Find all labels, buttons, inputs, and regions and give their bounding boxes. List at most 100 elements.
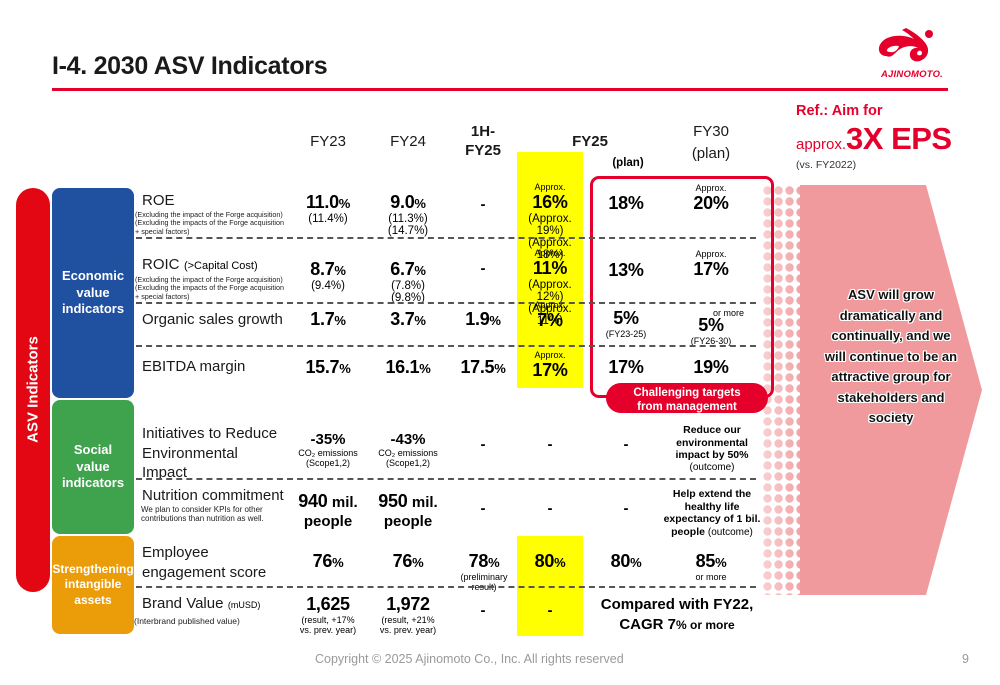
- cell-nutrition-fy30-line3: expectancy of 1 bil.: [663, 513, 761, 526]
- cell-brand-fy24-note2: vs. prev. year): [379, 625, 437, 635]
- cell-engagement-fy30: 85% or more: [668, 551, 754, 582]
- cell-roic-fy24-paren2: (9.8%): [391, 292, 425, 304]
- cell-roic-1h-fy25: -: [480, 260, 486, 277]
- cell-roic-fy23-paren1: (9.4%): [311, 280, 345, 292]
- cell-organic-fy23-value: 1.7: [310, 309, 335, 329]
- cell-engagement-fy24-unit: %: [412, 555, 424, 570]
- cell-organic-fy30-value: 5%: [698, 315, 724, 335]
- cell-environment-fy30-line1: Reduce our: [683, 424, 741, 436]
- cell-roic-fy30-value: 17%: [693, 259, 729, 279]
- category-economic-line3: indicators: [61, 301, 125, 317]
- asv-indicators-label: ASV Indicators: [24, 336, 42, 443]
- cell-brand-fy24-value: 1,972: [386, 594, 430, 614]
- cell-environment-fy30-line4: (outcome): [689, 461, 735, 473]
- cell-organic-1h-fy25-unit: %: [489, 313, 501, 328]
- cell-environment-fy30: Reduce our environmental impact by 50% (…: [660, 424, 764, 474]
- cell-roe-fy23: 11.0% (11.4%): [290, 192, 366, 225]
- challenging-badge-line2: from management: [637, 401, 737, 414]
- row-label-engagement: Employee engagement score: [142, 543, 266, 582]
- cell-organic-fy30: or more 5% (FY26-30): [668, 308, 754, 346]
- row-label-engagement-line1: Employee: [142, 544, 209, 561]
- cell-organic-fy25-value: 7%: [537, 310, 563, 330]
- cell-organic-fy23: 1.7%: [290, 309, 366, 330]
- cell-environment-1h-fy25: -: [480, 436, 486, 453]
- cell-environment-fy23-value: -35%: [310, 431, 346, 448]
- row-note-roe-line2: (Excluding the impacts of the Forge acqu…: [135, 218, 285, 228]
- cell-ebitda-1h-fy25-value: 17.5: [460, 357, 495, 377]
- row-note-roic: (Excluding the impact of the Forge acqui…: [135, 275, 315, 301]
- cell-engagement-fy24-value: 76: [392, 551, 413, 571]
- cell-environment-fy24-value: -43%: [390, 431, 426, 448]
- row-note-nutrition-line1: We plan to consider KPIs for other: [141, 505, 263, 514]
- cell-engagement-fy24: 76%: [370, 551, 446, 572]
- cell-roic-fy23-unit: %: [334, 263, 346, 278]
- row-label-brand-value: Brand Value (mUSD): [142, 595, 260, 613]
- cell-brand-plan-cagr-value: 7: [667, 616, 676, 634]
- cell-brand-fy25-forecast: -: [547, 602, 553, 619]
- col-header-fy25-plan: (plan): [612, 157, 644, 169]
- cell-brand-plan: Compared with FY22, CAGR 7% or more: [588, 595, 766, 636]
- cell-ebitda-fy23-value: 15.7: [305, 357, 340, 377]
- cell-roic-fy25-paren1: (Approx. 12%): [528, 279, 572, 303]
- ref-eps-value: approx.3X EPS: [796, 121, 996, 157]
- cell-roe-fy25-paren1: (Approx. 19%): [528, 213, 572, 237]
- col-header-1h-fy25-line2: FY25: [465, 142, 501, 159]
- category-intangible-assets: Strengthening intangible assets: [52, 536, 134, 634]
- cell-organic-fy24-value: 3.7: [390, 309, 415, 329]
- col-header-fy25: FY25: [572, 133, 608, 150]
- cell-nutrition-fy23-value: 940: [298, 491, 328, 511]
- cell-engagement-fy23: 76%: [290, 551, 366, 572]
- cell-nutrition-fy30-line1: Help extend the: [672, 488, 752, 500]
- asv-growth-arrow: [800, 185, 982, 595]
- title-underline: [52, 88, 948, 91]
- arrow-message-line6: stakeholders and: [837, 389, 945, 405]
- cell-roic-fy25-paren2: (Approx. 11%): [528, 303, 572, 327]
- ajinomoto-aj-mark: [878, 28, 933, 62]
- ref-eps-block: Ref.: Aim for approx.3X EPS (vs. FY2022): [796, 103, 996, 171]
- cell-nutrition-fy23-people: people: [303, 513, 353, 530]
- cell-ebitda-1h-fy25-unit: %: [494, 361, 506, 376]
- row-note-roe: (Excluding the impact of the Forge acqui…: [135, 210, 315, 236]
- cell-engagement-1h-fy25-unit: %: [488, 555, 500, 570]
- cell-organic-fy24: 3.7%: [370, 309, 446, 330]
- cell-ebitda-fy23-unit: %: [339, 361, 351, 376]
- cell-organic-fy24-unit: %: [414, 313, 426, 328]
- logo-wordmark: AJINOMOTO.: [881, 69, 943, 80]
- category-social-line2: value: [76, 458, 110, 474]
- row-sep-environment: [136, 478, 756, 480]
- cell-brand-fy23-note2: vs. prev. year): [299, 625, 357, 635]
- cell-roe-fy23-unit: %: [338, 196, 351, 211]
- cell-engagement-fy30-value: 85: [695, 551, 716, 571]
- cell-ebitda-fy25-approx: Approx.: [534, 350, 566, 360]
- cell-ebitda-fy25-forecast: Approx. 17%: [517, 350, 583, 381]
- row-label-roic: ROIC (>Capital Cost): [142, 256, 258, 274]
- cell-environment-fy24: -43% CO₂ emissions (Scope1,2): [368, 431, 448, 468]
- challenging-badge-line1: Challenging targets: [633, 387, 741, 399]
- category-intangible-line1: Strengthening: [52, 561, 134, 576]
- row-note-roic-line1: (Excluding the impact of the Forge acqui…: [135, 275, 283, 284]
- cell-roe-fy30: Approx. 20%: [668, 183, 754, 214]
- cell-nutrition-fy23: 940 mil. people: [288, 490, 368, 532]
- asv-indicators-rail: ASV Indicators: [16, 188, 50, 592]
- cell-brand-fy23-value: 1,625: [306, 594, 350, 614]
- row-note-nutrition: We plan to consider KPIs for other contr…: [141, 505, 311, 524]
- cell-roic-fy24-value: 6.7: [390, 259, 415, 279]
- cell-nutrition-fy30-line2: healthy life: [684, 500, 740, 513]
- cell-brand-plan-cagr-label: CAGR: [619, 616, 664, 634]
- challenging-targets-badge: Challenging targets from management: [606, 383, 768, 413]
- arrow-message-line2: dramatically and: [839, 307, 943, 323]
- cell-organic-fy30-note: (FY26-30): [690, 336, 732, 346]
- col-header-fy30-line2: (plan): [691, 145, 731, 162]
- category-intangible-line3: assets: [74, 592, 112, 607]
- row-label-nutrition: Nutrition commitment: [142, 487, 284, 504]
- row-sep-roe: [136, 237, 756, 239]
- row-note-roe-line1: (Excluding the impact of the Forge acqui…: [135, 210, 283, 219]
- row-label-engagement-line2: engagement score: [142, 563, 267, 581]
- cell-organic-fy30-ormore: or more: [712, 308, 744, 318]
- cell-nutrition-fy30-line4b: (outcome): [707, 526, 753, 538]
- cell-roe-fy23-value: 11.0: [305, 192, 339, 212]
- cell-brand-plan-line1: Compared with FY22,: [600, 596, 754, 613]
- cell-ebitda-fy24-unit: %: [419, 361, 431, 376]
- cell-environment-fy30-line2: environmental: [676, 436, 748, 449]
- row-label-brand-unit: (mUSD): [227, 600, 261, 610]
